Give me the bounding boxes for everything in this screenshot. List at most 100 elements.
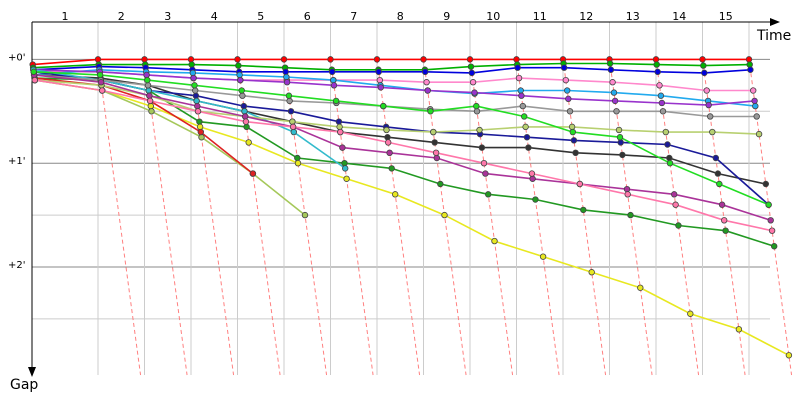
data-point	[420, 56, 427, 63]
series-line	[33, 69, 755, 106]
x-tick-label: 6	[304, 10, 311, 23]
lap-line	[97, 59, 142, 376]
data-point	[615, 126, 623, 134]
data-point	[751, 97, 758, 105]
data-point	[336, 123, 343, 131]
data-point	[539, 253, 547, 260]
data-point	[654, 68, 661, 76]
x-tick-label: 5	[257, 10, 264, 23]
data-point	[616, 134, 624, 141]
x-tick-label: 4	[211, 10, 218, 23]
data-point	[330, 76, 337, 84]
data-point	[750, 87, 757, 94]
data-point	[339, 144, 346, 151]
series-line	[34, 79, 773, 232]
data-point	[606, 60, 614, 67]
data-point	[671, 191, 678, 198]
x-tick-label: 11	[533, 10, 547, 23]
series-line	[34, 77, 254, 175]
data-point	[424, 87, 431, 94]
data-point	[287, 108, 295, 115]
data-point	[735, 326, 743, 333]
x-tick-label: 13	[626, 10, 640, 23]
data-point	[146, 97, 154, 105]
data-point	[564, 87, 571, 94]
data-point	[473, 102, 480, 110]
data-point	[375, 68, 382, 76]
data-point	[568, 123, 576, 131]
data-point	[653, 61, 660, 68]
x-tick-label: 3	[164, 10, 171, 23]
data-point	[280, 56, 288, 63]
data-point	[565, 95, 572, 103]
data-point	[609, 79, 616, 86]
data-point	[286, 97, 293, 105]
series-line	[34, 74, 757, 118]
data-point	[707, 113, 714, 120]
data-point	[610, 89, 618, 96]
lap-line	[655, 59, 700, 376]
data-point	[672, 201, 679, 208]
y-tick-label: +1'	[8, 156, 26, 167]
data-point	[373, 56, 381, 63]
data-point	[768, 227, 776, 234]
series-line	[33, 71, 770, 206]
data-point	[709, 128, 716, 136]
data-point	[294, 154, 301, 162]
data-point	[522, 123, 529, 131]
data-point	[765, 201, 772, 208]
data-point	[666, 154, 673, 162]
series-line	[33, 71, 769, 206]
data-point	[471, 89, 478, 96]
data-point	[189, 69, 197, 77]
data-point	[193, 97, 200, 105]
data-point	[239, 92, 246, 99]
data-point	[294, 159, 302, 167]
data-point	[762, 180, 769, 188]
data-point	[716, 180, 723, 188]
data-point	[143, 71, 150, 79]
data-point	[473, 108, 481, 115]
y-tick-label: +2'	[8, 260, 26, 271]
data-point	[194, 108, 202, 115]
data-point	[96, 71, 104, 79]
data-point	[482, 170, 489, 177]
data-point	[469, 79, 477, 86]
data-point	[521, 113, 528, 120]
data-point	[377, 84, 384, 91]
data-point	[437, 180, 444, 188]
y-axis-label: Gap	[10, 377, 38, 393]
data-point	[637, 284, 644, 291]
data-point	[466, 56, 474, 63]
data-point	[588, 269, 595, 276]
data-point	[627, 211, 634, 219]
data-point	[235, 62, 242, 69]
data-point	[342, 165, 349, 172]
data-point	[30, 68, 37, 76]
data-point	[343, 175, 350, 182]
data-point	[528, 170, 536, 177]
data-point	[532, 196, 539, 203]
data-point	[519, 102, 526, 110]
data-point	[623, 185, 631, 193]
data-point	[467, 63, 475, 70]
data-point	[380, 102, 387, 110]
data-point	[330, 82, 338, 89]
data-point	[97, 79, 105, 86]
data-point	[523, 134, 531, 141]
data-point	[388, 165, 395, 172]
data-point	[234, 56, 241, 63]
data-point	[617, 139, 624, 146]
y-tick-label: +0'	[8, 52, 26, 63]
data-point	[433, 154, 440, 162]
data-point	[383, 126, 390, 134]
data-point	[662, 128, 669, 136]
data-point	[513, 56, 520, 63]
x-tick-label: 2	[118, 10, 125, 23]
x-tick-label: 7	[350, 10, 357, 23]
lap-line	[562, 59, 607, 376]
data-point	[529, 175, 536, 182]
data-point	[237, 76, 244, 84]
data-point	[327, 56, 334, 63]
